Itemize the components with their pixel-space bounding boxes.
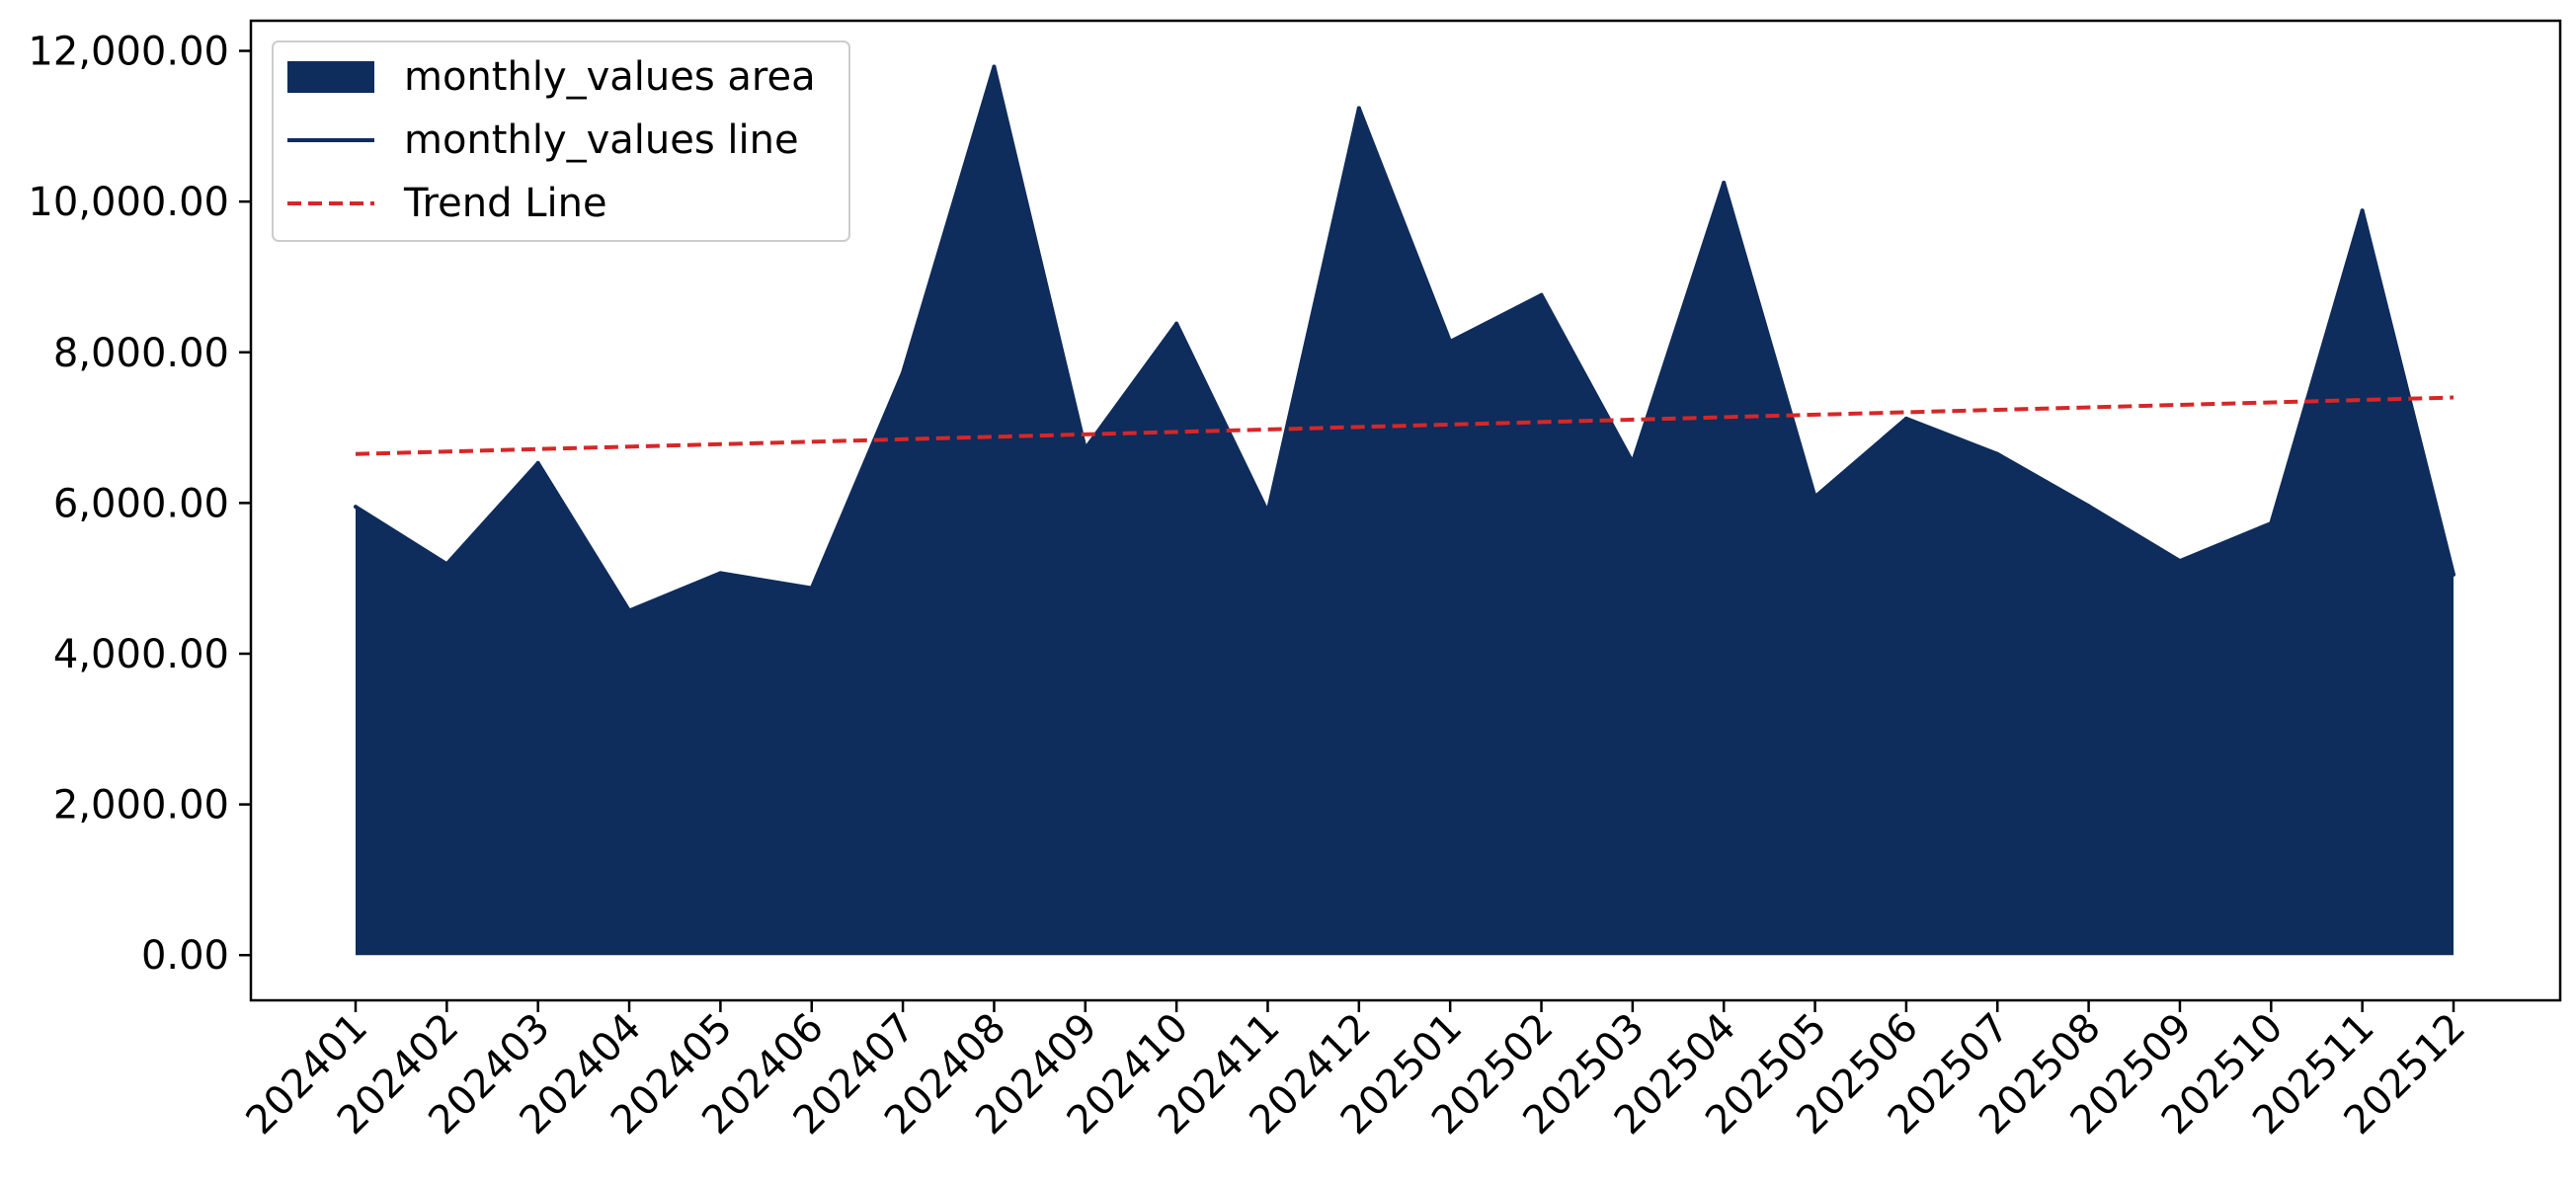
y-tick-label: 0.00 <box>141 933 229 979</box>
plot-frame <box>249 19 2562 1002</box>
legend-label-trend: Trend Line <box>403 181 607 226</box>
legend-label-line: monthly_values line <box>404 118 799 163</box>
data-point-202510 <box>2269 520 2274 525</box>
data-point-202409 <box>1083 446 1087 451</box>
data-point-202502 <box>1539 292 1544 297</box>
data-point-202403 <box>535 460 540 465</box>
data-point-202512 <box>2452 572 2455 577</box>
data-point-202506 <box>1903 416 1908 421</box>
y-tick-label: 6,000.00 <box>53 481 229 526</box>
monthly-values-line <box>354 64 2455 613</box>
area-fill <box>356 66 2454 956</box>
y-tick-label: 4,000.00 <box>53 632 229 677</box>
area-layer <box>354 64 2455 956</box>
data-point-202401 <box>354 505 358 510</box>
y-axis: 0.00 2,000.00 4,000.00 6,000.00 8,000.00 10,0… <box>28 30 251 979</box>
data-point-202407 <box>901 370 906 375</box>
data-point-202503 <box>1630 460 1635 465</box>
data-point-202509 <box>2177 559 2182 564</box>
y-tick-label: 10,000.00 <box>28 180 229 225</box>
data-point-202410 <box>1174 321 1179 326</box>
data-point-202501 <box>1448 340 1453 345</box>
data-point-202405 <box>718 571 723 576</box>
trend-layer <box>355 395 2455 456</box>
trend-line <box>355 395 2455 456</box>
data-point-202505 <box>1812 495 1817 500</box>
data-point-202408 <box>992 64 997 69</box>
data-point-202508 <box>2086 504 2091 509</box>
data-point-202511 <box>2360 208 2365 213</box>
y-tick-label: 2,000.00 <box>53 783 229 829</box>
data-point-202406 <box>809 586 814 591</box>
data-point-202412 <box>1356 106 1361 111</box>
y-tick-label: 12,000.00 <box>28 30 229 75</box>
data-point-202402 <box>444 562 449 567</box>
legend: monthly_values area monthly_values line … <box>272 40 850 242</box>
legend-box <box>272 40 850 242</box>
data-point-202411 <box>1265 510 1270 514</box>
data-point-202404 <box>627 608 632 613</box>
data-point-202507 <box>1995 451 2000 456</box>
legend-label-area: monthly_values area <box>404 54 816 100</box>
y-tick-label: 8,000.00 <box>53 331 229 376</box>
data-point-202504 <box>1722 181 1727 186</box>
legend-area-swatch <box>287 61 374 93</box>
